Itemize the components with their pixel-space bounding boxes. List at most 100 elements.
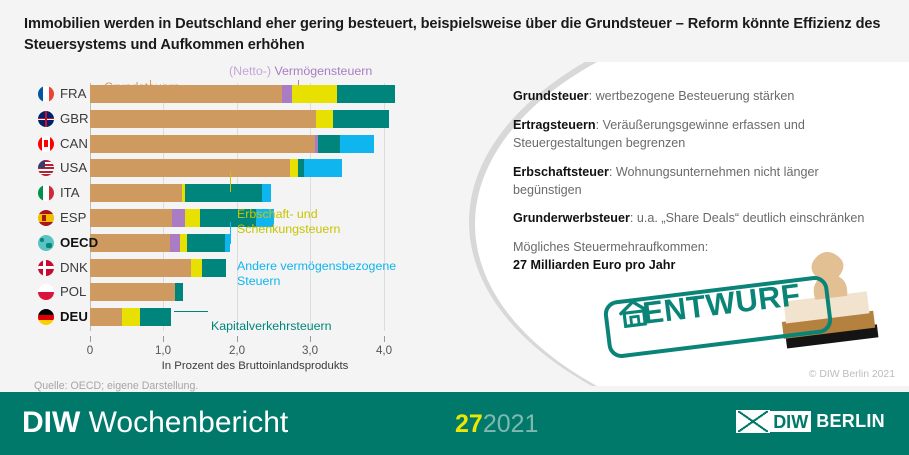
bar-segment-dnk-3: [201, 258, 226, 277]
category-label-esp: ESP: [60, 210, 87, 225]
category-label-fra: FRA: [60, 86, 87, 101]
flag-icon-pol: [38, 284, 54, 301]
recommendation-item-3: Grunderwerbsteuer: u.a. „Share Deals“ de…: [513, 210, 873, 228]
diw-logo-berlin-text: BERLIN: [816, 411, 885, 431]
bar-segment-usa-0: [90, 159, 290, 178]
footer-brand: DIW Wochenbericht: [22, 406, 288, 440]
category-label-oecd: OECD: [60, 234, 99, 250]
recommendation-text-1: : Veräußerungsgewinne erfassen und Steue…: [513, 117, 805, 150]
bar-gbr: [90, 109, 390, 128]
leader-andere: [230, 222, 231, 244]
chart-panel: Grundsteuern (Netto-) Vermögensteuern FR…: [16, 64, 486, 392]
category-label-gbr: GBR: [60, 110, 89, 126]
outlook-label: Mögliches Steuermehraufkommen:: [513, 240, 709, 255]
bar-segment-oecd-4: [225, 233, 231, 252]
bar-segment-esp-3: [200, 209, 256, 227]
category-label-deu: DEU: [60, 309, 88, 325]
legend-kapitalverkehr-label: Kapitalverkehrsteuern: [211, 318, 332, 333]
recommendations-panel: Grundsteuer: wertbezogene Besteuerung st…: [455, 62, 909, 386]
bar-segment-gbr-3: [332, 109, 390, 128]
bar-segment-deu-2: [121, 308, 140, 327]
footer-bar: DIW Wochenbericht 272021 DIW BERLIN: [0, 392, 909, 455]
bar-segment-usa-3: [297, 159, 304, 178]
footer-issue-number: 27: [455, 410, 483, 438]
recommendation-term-2: Erbschaftsteuer: [513, 164, 609, 179]
legend-erbschaft-label: Erbschaft- und Schenkungsteuern: [237, 206, 341, 237]
gridline-3: [310, 83, 311, 331]
bar-segment-can-0: [90, 134, 316, 153]
bar-segment-deu-0: [90, 308, 122, 327]
bar-segment-fra-3: [337, 85, 396, 103]
flag-icon-deu: [38, 309, 54, 326]
x-tick-1: [163, 336, 164, 342]
legend-erbschaft: Erbschaft- und Schenkungsteuern: [237, 191, 340, 238]
flag-icon-can: [38, 135, 54, 152]
outlook-value: 27 Milliarden Euro pro Jahr: [513, 258, 676, 273]
bar-segment-ita-3: [185, 184, 263, 203]
x-ticklabel-3: 3,0: [301, 344, 319, 357]
bar-segment-ita-2: [181, 184, 186, 203]
bar-segment-can-1: [315, 134, 319, 153]
outlook-item: Mögliches Steuermehraufkommen: 27 Milliar…: [513, 239, 873, 275]
bar-segment-can-3: [318, 134, 341, 153]
category-label-ita: ITA: [60, 185, 80, 201]
legend-vermoegensteuern-prefix: (Netto-): [229, 64, 275, 78]
x-tick-2: [237, 336, 238, 342]
x-axis-title: In Prozent des Bruttoinlandsprodukts: [161, 360, 349, 372]
source-note: Quelle: OECD; eigene Darstellung.: [34, 380, 199, 392]
bar-segment-oecd-2: [180, 233, 187, 252]
bar-pol: [90, 283, 184, 302]
x-ticklabel-0: 0: [86, 344, 94, 357]
bar-segment-dnk-0: [90, 258, 191, 277]
footer-issue: 272021: [455, 410, 538, 439]
bar-segment-can-4: [340, 134, 375, 153]
flag-icon-esp: [38, 210, 54, 226]
bar-segment-oecd-0: [90, 233, 170, 252]
recommendation-item-2: Erbschaftsteuer: Wohnungsunternehmen nic…: [513, 164, 873, 200]
bar-usa: [90, 159, 342, 178]
recommendation-text-2: : Wohnungsunternehmen nicht länger begün…: [513, 164, 819, 197]
bar-segment-gbr-0: [90, 109, 317, 128]
diw-logo-text: DIW: [770, 411, 812, 432]
recommendation-term-3: Grunderwerbsteuer: [513, 211, 630, 226]
legend-vermoegensteuern-label: Vermögensteuern: [274, 64, 373, 78]
legend-andere: Andere vermögensbezogene Steuern: [237, 243, 396, 290]
category-label-dnk: DNK: [60, 259, 88, 275]
legend-vermoegensteuern: (Netto-) Vermögensteuern: [229, 64, 372, 80]
bar-segment-usa-2: [289, 159, 298, 178]
x-tick-3: [310, 336, 311, 342]
bar-segment-ita-4: [262, 184, 272, 203]
footer-issue-year: 2021: [482, 410, 539, 438]
x-ticklabel-1: 1,0: [154, 344, 172, 357]
bar-segment-deu-3: [139, 308, 172, 327]
legend-kapitalverkehr: Kapitalverkehrsteuern: [211, 303, 332, 334]
entwurf-stamp: ENTWURF: [595, 252, 895, 372]
flag-icon-ita: [38, 185, 54, 202]
legend-andere-label: Andere vermögensbezogene Steuern: [237, 258, 397, 289]
recommendation-item-1: Ertragsteuern: Veräußerungsgewinne erfas…: [513, 117, 873, 153]
flag-icon-gbr: [38, 110, 54, 127]
bar-segment-oecd-3: [186, 233, 226, 252]
diw-berlin-logo: DIW BERLIN: [736, 410, 885, 433]
bar-segment-pol-3: [175, 283, 184, 302]
bar-segment-dnk-2: [190, 258, 202, 277]
x-axis: 0 1,0 2,0 3,0 4,0: [86, 336, 420, 364]
house-icon: [619, 299, 649, 329]
recommendation-term-1: Ertragsteuern: [513, 117, 596, 132]
flag-icon-usa: [38, 160, 54, 177]
bar-deu: [90, 308, 172, 327]
flag-icon-oecd: [38, 234, 54, 251]
bar-segment-usa-4: [303, 159, 342, 178]
bar-segment-esp-1: [172, 209, 186, 227]
bar-fra: [90, 85, 396, 103]
bar-segment-esp-4: [255, 209, 275, 227]
bar-segment-esp-0: [90, 209, 173, 227]
bar-segment-oecd-1: [170, 233, 181, 252]
x-tick-0: [90, 336, 91, 342]
page-title: Immobilien werden in Deutschland eher ge…: [24, 16, 881, 53]
recommendation-text-3: : u.a. „Share Deals“ deutlich einschränk…: [629, 211, 865, 226]
gridline-1: [163, 83, 164, 331]
recommendation-item-0: Grundsteuer: wertbezogene Besteuerung st…: [513, 88, 873, 106]
bar-can: [90, 134, 375, 153]
bar-segment-gbr-2: [316, 109, 333, 128]
